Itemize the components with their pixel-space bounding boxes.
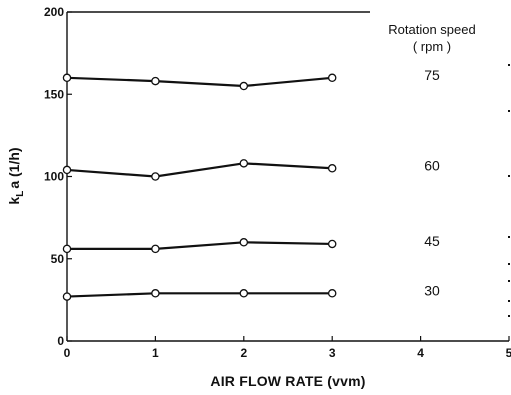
point-30-0 (62, 292, 72, 301)
x-tick-label-4: 4 (417, 346, 424, 360)
series-line-75 (66, 76, 333, 88)
y-axis-title-rest: a (1/h) (6, 147, 22, 188)
x-tick-label-0: 0 (64, 346, 71, 360)
axes (66, 11, 509, 342)
point-75-0 (62, 73, 72, 83)
point-60-3 (327, 164, 337, 173)
point-45-0 (62, 244, 72, 254)
edge-mark-2 (508, 175, 510, 177)
y-tick-label-1: 50 (51, 252, 65, 266)
y-axis-title: kLa (1/h) (6, 147, 26, 204)
edge-mark-3 (508, 236, 510, 238)
edge-mark-6 (508, 300, 510, 302)
series-points (62, 73, 337, 301)
edge-mark-0 (508, 64, 510, 66)
series-line-60 (66, 162, 333, 178)
legend-title-line1: Rotation speed (388, 22, 475, 37)
x-tick-label-5: 5 (506, 346, 511, 360)
series-line-45 (67, 241, 333, 250)
y-tick-label-3: 150 (44, 87, 64, 101)
x-axis-title: AIR FLOW RATE (vvm) (210, 373, 365, 389)
x-tick-label-2: 2 (240, 346, 247, 360)
point-45-1 (151, 244, 160, 254)
series-line-30 (66, 292, 333, 298)
point-60-1 (151, 172, 160, 181)
series-label-45: 45 (424, 233, 440, 249)
y-axis-title-k: k (6, 197, 22, 205)
point-60-2 (239, 159, 249, 168)
series-lines (66, 76, 333, 298)
point-60-0 (62, 165, 72, 175)
point-30-2 (239, 289, 249, 298)
series-label-60: 60 (424, 157, 440, 173)
point-30-3 (327, 289, 337, 298)
series-labels: 75 60 45 30 (424, 67, 440, 298)
point-75-3 (327, 73, 337, 83)
edge-mark-7 (508, 315, 510, 317)
edge-mark-4 (508, 263, 510, 265)
point-75-2 (239, 81, 249, 91)
edge-mark-5 (508, 280, 510, 282)
legend-title-line2: ( rpm ) (413, 39, 451, 54)
y-tick-label-4: 200 (44, 5, 64, 19)
point-45-3 (327, 239, 337, 249)
point-30-1 (151, 289, 160, 298)
series-label-75: 75 (424, 67, 440, 83)
edge-mark-1 (508, 110, 510, 112)
x-tick-label-3: 3 (329, 346, 336, 360)
point-75-1 (151, 76, 160, 86)
y-tick-label-0: 0 (57, 334, 64, 348)
series-label-30: 30 (424, 282, 440, 298)
y-tick-label-2: 100 (44, 170, 64, 184)
right-edge-marks (508, 64, 510, 317)
x-tick-label-1: 1 (152, 346, 159, 360)
y-axis-title-sub: L (15, 191, 26, 197)
point-45-2 (239, 238, 249, 247)
